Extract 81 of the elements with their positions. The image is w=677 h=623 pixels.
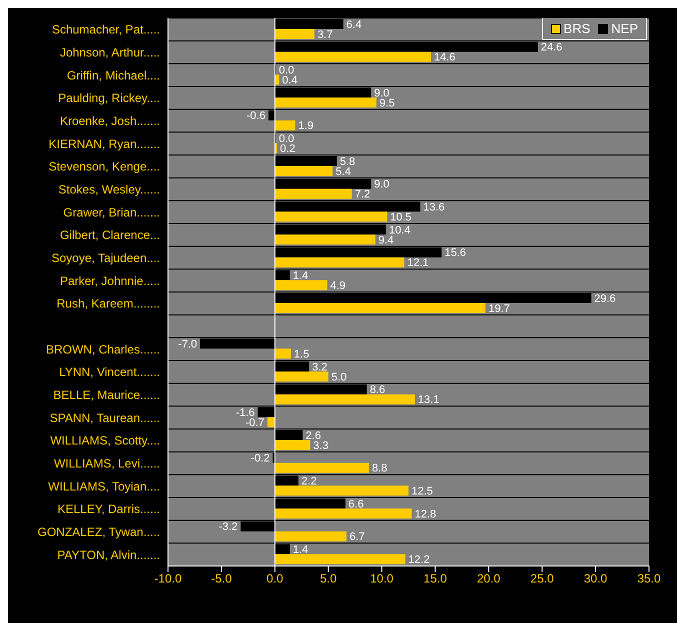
data-label: 12.8 bbox=[414, 508, 436, 520]
data-label: 6.7 bbox=[350, 531, 365, 544]
y-tick-label: Rush, Kareem........ bbox=[56, 296, 160, 311]
y-tick-label: Schumacher, Pat..... bbox=[52, 22, 160, 37]
y-tick-label: BELLE, Maurice...... bbox=[53, 388, 160, 402]
x-tick-label: 20.0 bbox=[476, 572, 501, 586]
data-label: -0.6 bbox=[246, 110, 266, 122]
data-label: 13.1 bbox=[418, 394, 440, 406]
data-label: 3.7 bbox=[317, 28, 333, 41]
data-label: -0.7 bbox=[245, 417, 264, 430]
y-tick-label: Kroenke, Josh....... bbox=[60, 114, 160, 128]
x-tick-label: -5.0 bbox=[211, 572, 232, 586]
data-label: 12.1 bbox=[407, 257, 429, 270]
y-tick-label: PAYTON, Alvin....... bbox=[57, 548, 160, 562]
y-tick-label: LYNN, Vincent....... bbox=[59, 365, 160, 380]
data-label: 8.8 bbox=[372, 462, 388, 475]
data-label: 3.3 bbox=[313, 440, 328, 452]
x-tick-label: 35.0 bbox=[637, 572, 661, 586]
legend-label: BRS bbox=[562, 21, 590, 36]
y-tick-label: Stevenson, Kenge.... bbox=[48, 160, 160, 174]
x-tick-label: 5.0 bbox=[320, 572, 337, 586]
data-label: -1.6 bbox=[236, 407, 255, 420]
data-label: 0.0 bbox=[278, 64, 294, 77]
y-tick-label: Gilbert, Clarence... bbox=[60, 228, 160, 242]
y-tick-label: Paulding, Rickey.... bbox=[58, 91, 160, 106]
data-label: 5.4 bbox=[336, 166, 351, 178]
x-tick-label: 10.0 bbox=[370, 572, 394, 586]
data-label: 1.9 bbox=[298, 120, 314, 132]
y-tick-label: BROWN, Charles...... bbox=[46, 342, 160, 356]
data-label: -3.2 bbox=[218, 521, 238, 534]
data-label: 10.4 bbox=[389, 224, 410, 236]
data-label: 0.2 bbox=[280, 143, 296, 156]
data-label: 7.2 bbox=[354, 188, 370, 201]
data-label: -0.2 bbox=[250, 452, 270, 465]
data-label: -7.0 bbox=[178, 338, 198, 351]
x-tick-label: 0.0 bbox=[266, 572, 284, 586]
x-tick-label: 30.0 bbox=[584, 572, 608, 586]
x-tick-label: 25.0 bbox=[530, 572, 554, 586]
data-label: 5.8 bbox=[340, 156, 356, 168]
data-label: 1.5 bbox=[294, 348, 310, 361]
data-label: 6.4 bbox=[346, 18, 362, 31]
data-label: 3.2 bbox=[312, 361, 328, 374]
y-tick-label: Stokes, Wesley...... bbox=[58, 182, 160, 197]
data-label: 13.6 bbox=[423, 202, 445, 214]
data-label: 15.6 bbox=[444, 247, 466, 260]
data-label: 6.6 bbox=[348, 498, 364, 510]
data-label: 10.5 bbox=[390, 212, 412, 224]
y-tick-label: Parker, Johnnie..... bbox=[60, 274, 160, 288]
x-tick-label: -10.0 bbox=[154, 572, 182, 586]
y-tick-label: Grawer, Brian....... bbox=[63, 205, 160, 220]
y-tick-label: WILLIAMS, Levi...... bbox=[54, 456, 160, 471]
y-tick-label: SPANN, Taurean...... bbox=[50, 410, 160, 425]
y-tick-label: KELLEY, Darris...... bbox=[58, 502, 160, 516]
y-tick-label: WILLIAMS, Toyian.... bbox=[48, 479, 160, 494]
data-label: 2.2 bbox=[301, 476, 317, 488]
x-tick-label: 15.0 bbox=[424, 572, 448, 586]
y-tick-label: WILLIAMS, Scotty.... bbox=[50, 434, 160, 448]
data-label: 19.7 bbox=[488, 302, 510, 315]
data-label: 2.6 bbox=[306, 430, 321, 442]
data-label: 0.4 bbox=[282, 74, 298, 87]
data-label: 29.6 bbox=[594, 292, 616, 305]
data-label: 5.0 bbox=[331, 371, 347, 384]
data-label: 0.0 bbox=[278, 133, 294, 146]
y-tick-label: Johnson, Arthur..... bbox=[60, 46, 160, 60]
y-tick-label: GONZALEZ, Tywan..... bbox=[38, 525, 160, 540]
y-tick-label: KIERNAN, Ryan....... bbox=[48, 136, 160, 151]
legend-label: NEP bbox=[610, 21, 638, 36]
data-label: 12.2 bbox=[408, 554, 430, 566]
data-label: 1.4 bbox=[292, 270, 308, 282]
data-label: 9.4 bbox=[378, 234, 394, 246]
data-label: 14.6 bbox=[434, 52, 456, 64]
data-label: 9.0 bbox=[374, 178, 390, 191]
y-tick-label: Griffin, Michael.... bbox=[66, 68, 160, 82]
data-label: 9.0 bbox=[374, 87, 390, 100]
data-label: 8.6 bbox=[370, 384, 386, 396]
data-label: 12.5 bbox=[412, 486, 433, 498]
data-label: 24.6 bbox=[540, 42, 562, 54]
data-label: 1.4 bbox=[292, 544, 308, 556]
data-label: 4.9 bbox=[330, 280, 346, 292]
data-label: 9.5 bbox=[379, 97, 395, 110]
y-tick-label: Soyoye, Tajudeen.... bbox=[51, 251, 160, 266]
